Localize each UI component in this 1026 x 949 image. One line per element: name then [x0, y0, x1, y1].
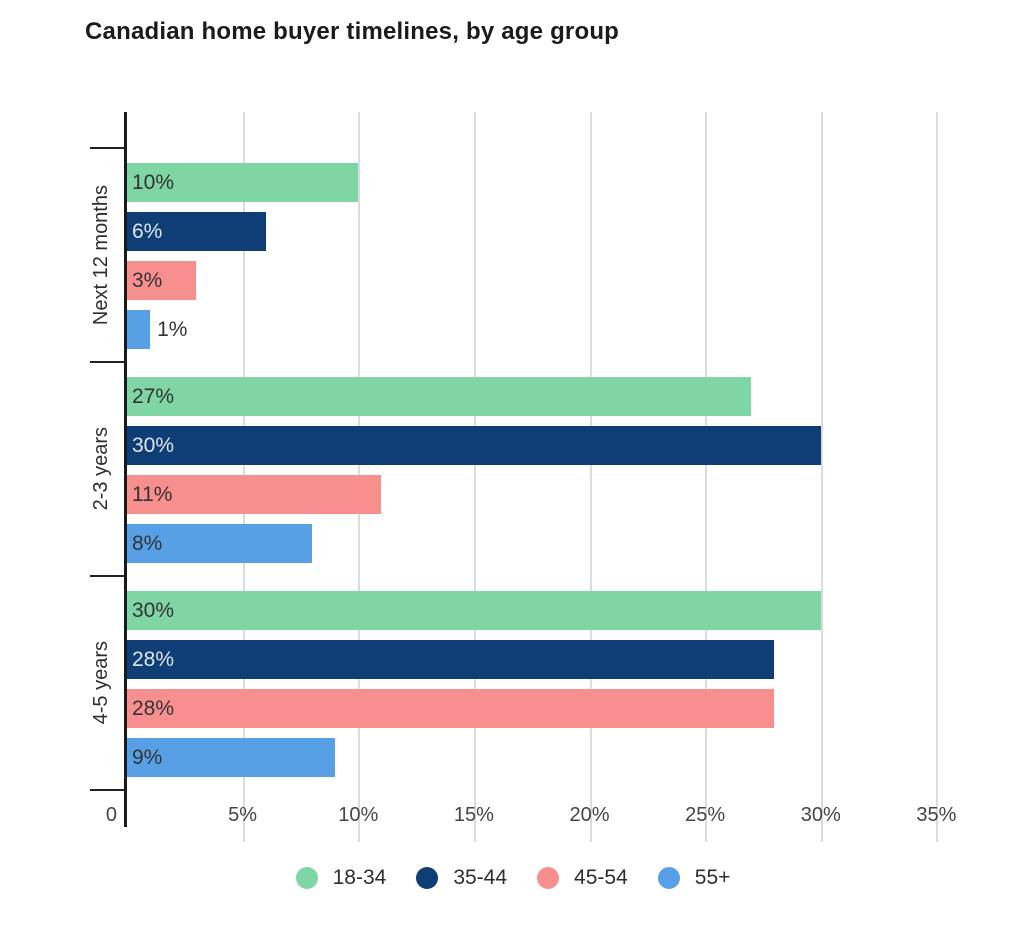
group-4-5-years: 30% 28% 28% 9% [127, 576, 1015, 790]
bar-18-34-2-3-years: 27% [127, 377, 752, 416]
gridline-35- [936, 112, 939, 842]
gridline-30- [820, 112, 823, 842]
group-boundary-tick-2 [90, 575, 127, 577]
bar-55+-4-5-years: 9% [127, 738, 336, 777]
x-tick-label-0: 0 [105, 804, 117, 826]
category-label-2-3-years: 2-3 years [81, 362, 121, 576]
bar-35-44-next-12-months: 6% [127, 212, 266, 251]
category-label-text: 4-5 years [89, 641, 112, 725]
bar-groups: 10% 6% 3% 1% 27% 30% 11% 8% 30% 28% 28% 9% [127, 148, 1015, 790]
bar-value-label: 30% [132, 433, 175, 457]
bar-line-35-44: 28% [127, 640, 1015, 679]
bar-value-label: 10% [132, 170, 175, 194]
gridline-15- [473, 112, 476, 842]
bar-value-label: 9% [132, 745, 163, 769]
bar-line-55+: 9% [127, 738, 1015, 777]
legend: 18-34 35-44 45-54 55+ [0, 866, 1026, 890]
x-tick-label-25-: 25% [685, 804, 726, 826]
bar-line-35-44: 6% [127, 212, 1015, 251]
x-tick-label-30-: 30% [800, 804, 841, 826]
bar-line-18-34: 10% [127, 163, 1015, 202]
legend-label-55+: 55+ [694, 866, 731, 889]
bar-line-18-34: 27% [127, 377, 1015, 416]
bar-value-label: 1% [157, 317, 188, 341]
group-boundary-tick-3 [90, 789, 127, 791]
bar-55+-2-3-years: 8% [127, 524, 312, 563]
group-boundary-tick-1 [90, 361, 127, 363]
bar-value-label: 28% [132, 647, 175, 671]
legend-label-45-54: 45-54 [574, 866, 628, 889]
legend-dot-55+ [657, 867, 680, 889]
x-tick-label-20-: 20% [569, 804, 610, 826]
bar-value-label: 6% [132, 219, 163, 243]
x-tick-label-5-: 5% [228, 804, 258, 826]
bar-35-44-4-5-years: 28% [127, 640, 775, 679]
x-tick-label-35-: 35% [916, 804, 957, 826]
bar-18-34-4-5-years: 30% [127, 591, 821, 630]
legend-dot-35-44 [416, 867, 439, 889]
legend-item-18-34: 18-34 [295, 866, 387, 890]
category-label-4-5-years: 4-5 years [81, 576, 121, 790]
chart-title: Canadian home buyer timelines, by age gr… [85, 18, 620, 45]
legend-item-45-54: 45-54 [537, 866, 628, 890]
x-tick-label-10-: 10% [338, 804, 379, 826]
bar-value-label: 30% [132, 598, 175, 622]
legend-dot-45-54 [537, 867, 560, 889]
gridline-25- [705, 112, 708, 842]
y-axis-line [124, 112, 127, 827]
bar-line-45-54: 28% [127, 689, 1015, 728]
bar-value-label: 3% [132, 268, 163, 292]
bar-line-18-34: 30% [127, 591, 1015, 630]
bar-55+-next-12-months [127, 310, 151, 349]
bar-value-label: 28% [132, 696, 175, 720]
plot-area: 10% 6% 3% 1% 27% 30% 11% 8% 30% 28% 28% 9% 0 5% 10% 15… [90, 112, 1015, 842]
bar-value-label: 8% [132, 531, 163, 555]
bar-45-54-next-12-months: 3% [127, 261, 197, 300]
group-2-3-years: 27% 30% 11% 8% [127, 362, 1015, 576]
group-boundary-tick-0 [90, 147, 127, 149]
bar-line-35-44: 30% [127, 426, 1015, 465]
legend-label-35-44: 35-44 [453, 866, 508, 889]
category-label-text: 2-3 years [89, 427, 112, 511]
x-tick-label-15-: 15% [453, 804, 494, 826]
bar-line-55+: 1% [127, 310, 1015, 349]
legend-label-18-34: 18-34 [332, 866, 387, 889]
legend-item-35-44: 35-44 [416, 866, 507, 890]
gridline-20- [589, 112, 592, 842]
category-label-next-12-months: Next 12 months [81, 148, 121, 362]
bar-value-label: 11% [132, 482, 173, 506]
bar-35-44-2-3-years: 30% [127, 426, 821, 465]
bar-45-54-4-5-years: 28% [127, 689, 775, 728]
bar-value-label: 27% [132, 384, 175, 408]
legend-dot-18-34 [295, 867, 318, 889]
group-next-12-months: 10% 6% 3% 1% [127, 148, 1015, 362]
legend-item-55+: 55+ [657, 866, 731, 890]
bar-18-34-next-12-months: 10% [127, 163, 359, 202]
bar-line-45-54: 11% [127, 475, 1015, 514]
bar-45-54-2-3-years: 11% [127, 475, 382, 514]
category-label-text: Next 12 months [89, 184, 112, 326]
bar-line-55+: 8% [127, 524, 1015, 563]
bar-line-45-54: 3% [127, 261, 1015, 300]
